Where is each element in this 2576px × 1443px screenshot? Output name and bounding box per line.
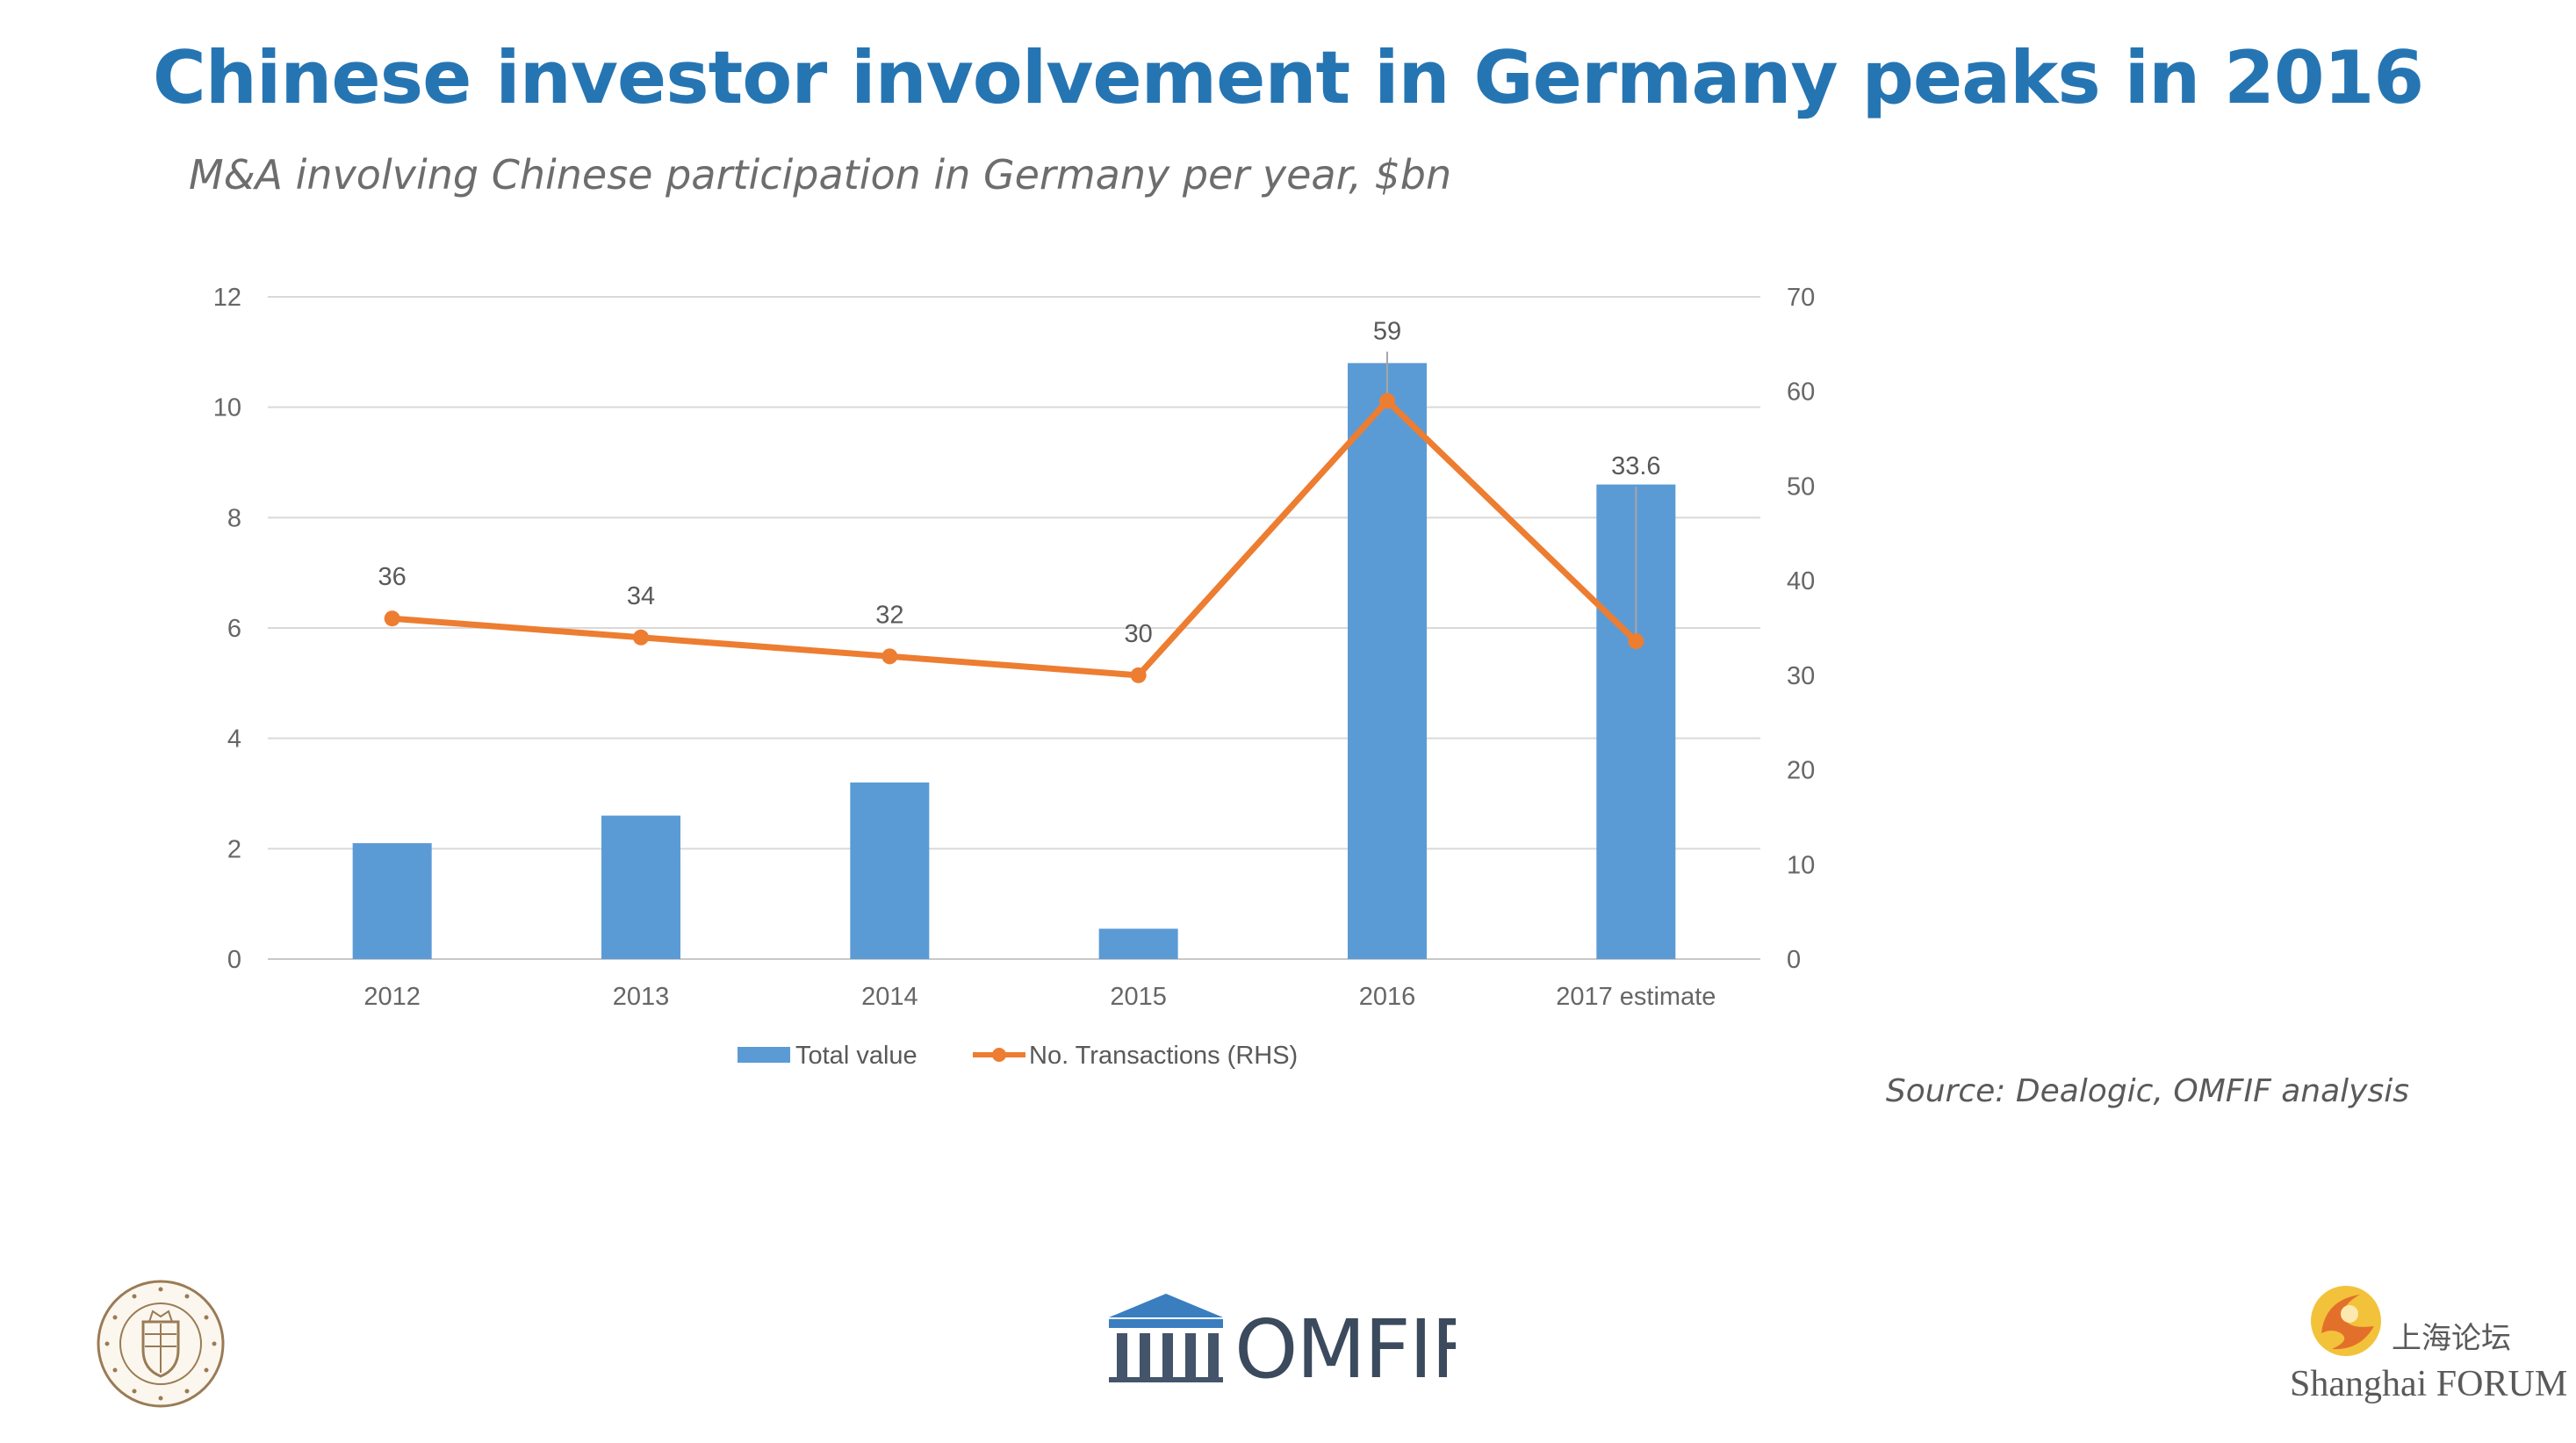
left-tick-label: 6 [227, 615, 241, 643]
right-axis-ticks: 0 10 20 30 40 50 60 70 [1787, 284, 1815, 974]
label-leader-lines [1386, 351, 1637, 635]
bar [1348, 363, 1427, 959]
right-tick-label: 20 [1787, 757, 1815, 785]
bar [1098, 928, 1178, 959]
x-category-label: 2016 [1359, 983, 1416, 1011]
magyar-nemzeti-bank-seal-icon [97, 1280, 225, 1408]
data-labels: 36 34 32 30 59 33.6 [378, 317, 1661, 647]
line-point [1628, 633, 1644, 650]
x-category-label: 2015 [1110, 983, 1167, 1011]
legend-marker-transactions [992, 1048, 1006, 1062]
line-point [384, 610, 400, 627]
legend-swatch-total-value [738, 1047, 790, 1063]
data-label: 59 [1373, 317, 1401, 345]
shanghai-forum-latin-text: Shanghai FORUM [2290, 1364, 2568, 1404]
left-tick-label: 8 [227, 504, 241, 532]
bar [352, 843, 432, 959]
data-label: 33.6 [1611, 452, 1660, 480]
data-label: 34 [627, 582, 655, 610]
shanghai-forum-logo-icon [2311, 1286, 2381, 1356]
right-tick-label: 70 [1787, 284, 1815, 312]
bar [601, 815, 680, 959]
left-tick-label: 10 [213, 394, 241, 422]
right-tick-label: 60 [1787, 379, 1815, 407]
legend-label-total-value: Total value [795, 1042, 917, 1070]
right-tick-label: 10 [1787, 851, 1815, 879]
line-point [1130, 667, 1147, 683]
x-category-label: 2012 [363, 983, 421, 1011]
chart-subtitle: M&A involving Chinese participation in G… [189, 151, 1452, 198]
left-axis-ticks: 0 2 4 6 8 10 12 [213, 284, 241, 974]
right-tick-label: 50 [1787, 473, 1815, 501]
bar [850, 782, 930, 959]
series-line [392, 397, 1638, 679]
x-category-label: 2014 [861, 983, 918, 1011]
left-tick-label: 0 [227, 946, 241, 974]
page-title: Chinese investor involvement in Germany … [152, 35, 2424, 120]
source-note: Source: Dealogic, OMFIF analysis [1885, 1073, 2409, 1109]
left-tick-label: 12 [213, 284, 241, 312]
line-point [1379, 393, 1395, 409]
x-axis-categories: 2012 2013 2014 2015 2016 2017 estimate [363, 983, 1716, 1011]
bar-series [352, 363, 1676, 959]
data-label: 30 [1125, 620, 1153, 648]
x-category-label: 2013 [613, 983, 670, 1011]
omfif-wordmark: OMFIF [1234, 1302, 1456, 1396]
shanghai-forum-chinese-text: 上海论坛 [2392, 1321, 2511, 1356]
line-point [633, 629, 649, 646]
omfif-building-logo-icon: OMFIF [1109, 1294, 1456, 1396]
x-category-label: 2017 estimate [1556, 983, 1716, 1011]
right-tick-label: 40 [1787, 567, 1815, 595]
line-series [384, 393, 1644, 683]
data-label: 32 [875, 601, 903, 629]
legend: Total value No. Transactions (RHS) [738, 1042, 1298, 1070]
legend-label-transactions: No. Transactions (RHS) [1029, 1042, 1298, 1070]
right-tick-label: 30 [1787, 662, 1815, 690]
line-point [881, 648, 898, 665]
right-tick-label: 0 [1787, 946, 1801, 974]
data-label: 36 [378, 563, 407, 591]
left-tick-label: 2 [227, 835, 241, 863]
left-tick-label: 4 [227, 725, 241, 754]
